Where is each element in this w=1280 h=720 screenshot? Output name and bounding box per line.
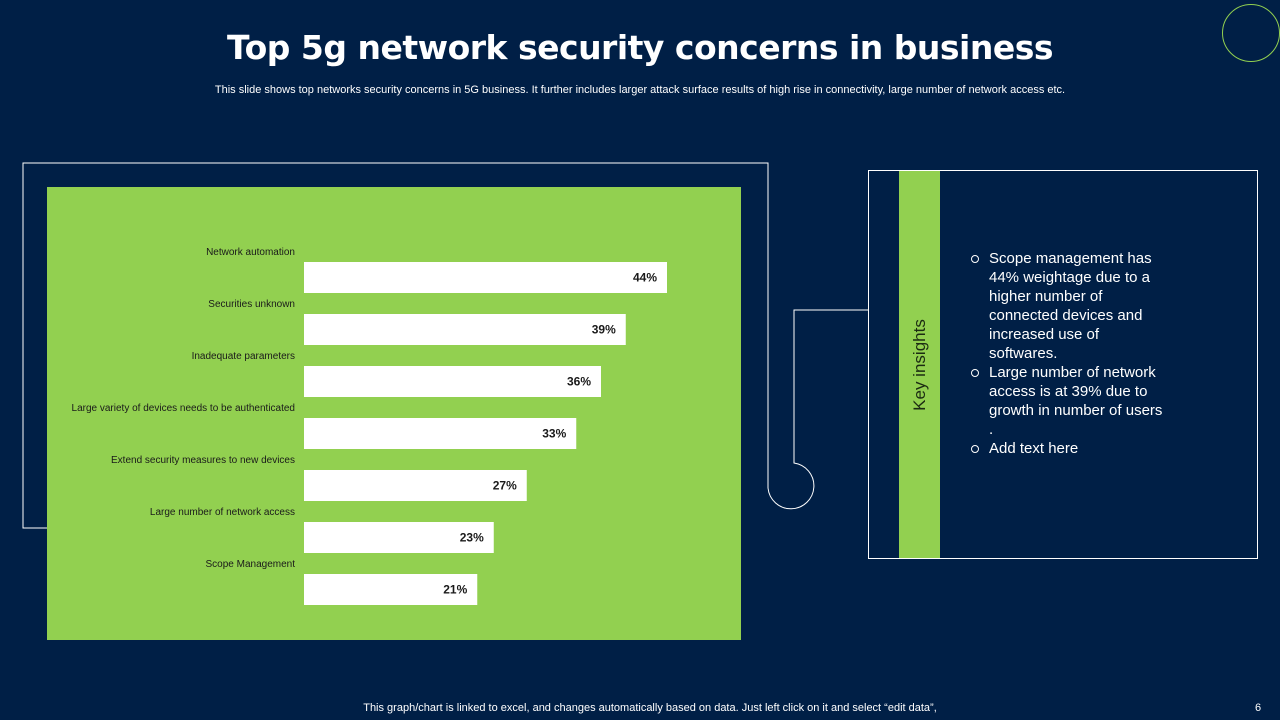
category-label: Large number of network access	[150, 507, 295, 518]
bar	[304, 574, 478, 605]
insight-text: Large number of network access is at 39%…	[989, 364, 1163, 438]
value-label: 21%	[443, 583, 467, 597]
circle-bullet-icon	[971, 445, 979, 453]
key-insights-label: Key insights	[909, 318, 929, 411]
insight-item: Large number of network access is at 39%…	[969, 363, 1169, 439]
value-label: 27%	[493, 479, 517, 493]
slide-title: Top 5g network security concerns in busi…	[226, 28, 1054, 67]
bar	[304, 418, 577, 449]
insight-item: Scope management has 44% weightage due t…	[969, 249, 1169, 363]
insight-text: Scope management has 44% weightage due t…	[989, 250, 1152, 362]
insights-list: Scope management has 44% weightage due t…	[969, 249, 1169, 458]
value-label: 36%	[567, 375, 591, 389]
category-label: Extend security measures to new devices	[111, 455, 295, 466]
page-number: 6	[1255, 702, 1262, 714]
value-label: 23%	[460, 531, 484, 545]
bar-chart: Network automation 44% Securities unknown 3…	[72, 247, 667, 605]
bar	[304, 314, 626, 345]
key-insights-box: Key insights Scope management has 44% we…	[868, 170, 1258, 559]
category-label: Securities unknown	[208, 299, 295, 310]
value-label: 44%	[633, 271, 657, 285]
bar	[304, 522, 494, 553]
insight-text: Add text here	[989, 440, 1079, 457]
bar	[304, 366, 601, 397]
bar	[304, 262, 667, 293]
bar	[304, 470, 527, 501]
chart-panel: Network automation 44% Securities unknown 3…	[47, 187, 741, 640]
frame-line	[22, 162, 868, 529]
category-label: Scope Management	[205, 559, 295, 570]
slide-subtitle: This slide shows top networks security c…	[214, 84, 1066, 96]
circle-bullet-icon	[971, 255, 979, 263]
insight-item: Add text here	[969, 439, 1169, 458]
category-label: Inadequate parameters	[192, 351, 295, 362]
category-label: Network automation	[206, 247, 295, 258]
category-label: Large variety of devices needs to be aut…	[72, 403, 295, 414]
circle-bullet-icon	[971, 369, 979, 377]
footer-note: This graph/chart is linked to excel, and…	[363, 702, 937, 714]
key-insights-strip: Key insights	[899, 171, 940, 558]
value-label: 39%	[592, 323, 616, 337]
value-label: 33%	[542, 427, 566, 441]
